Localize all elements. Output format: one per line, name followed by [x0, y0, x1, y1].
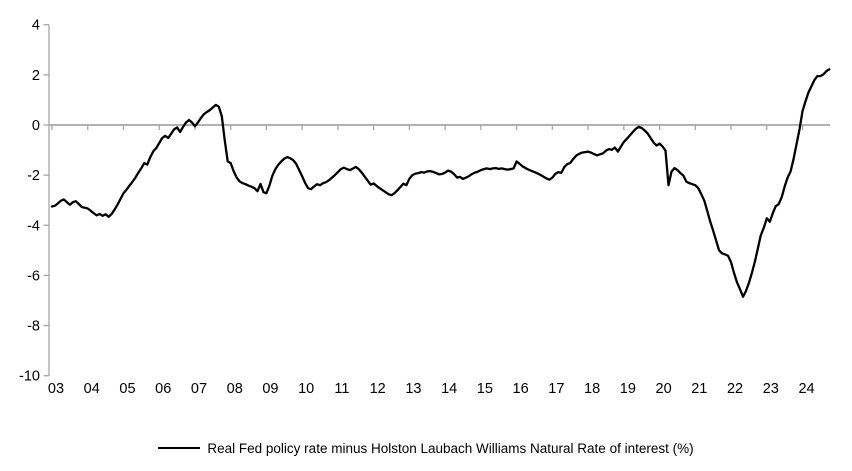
- x-axis-tick-label: 20: [656, 381, 672, 397]
- legend-label: Real Fed policy rate minus Holston Lauba…: [207, 440, 694, 456]
- x-axis-tick-label: 13: [405, 381, 421, 397]
- x-axis-tick-label: 24: [798, 381, 814, 397]
- x-axis-tick-label: 04: [84, 381, 100, 397]
- x-axis-tick-label: 07: [191, 381, 207, 397]
- y-axis-tick-label: 2: [32, 68, 40, 84]
- x-axis-tick-label: 08: [227, 381, 243, 397]
- y-axis-tick-label: 4: [32, 18, 40, 34]
- x-axis-tick-label: 23: [763, 381, 779, 397]
- x-axis-tick-label: 05: [119, 381, 135, 397]
- x-axis-tick-label: 06: [155, 381, 171, 397]
- x-axis-tick-label: 10: [298, 381, 314, 397]
- x-axis-tick-label: 09: [262, 381, 278, 397]
- y-axis-tick-label: -4: [27, 218, 40, 234]
- x-axis-tick-label: 14: [441, 381, 457, 397]
- x-axis-tick-label: 21: [691, 381, 707, 397]
- y-axis-tick-label: -10: [19, 369, 40, 385]
- x-axis-tick-label: 12: [370, 381, 386, 397]
- x-axis-tick-label: 18: [584, 381, 600, 397]
- x-axis-tick-label: 11: [334, 381, 349, 397]
- legend-line-swatch: [158, 447, 201, 449]
- y-axis-tick-label: -2: [27, 168, 40, 184]
- x-axis-tick-label: 19: [620, 381, 636, 397]
- x-axis-tick-label: 16: [513, 381, 529, 397]
- series-line: [50, 68, 831, 298]
- x-axis-tick-label: 03: [48, 381, 64, 397]
- y-axis-tick-label: -6: [27, 268, 40, 284]
- x-axis-tick-label: 22: [727, 381, 743, 397]
- legend: Real Fed policy rate minus Holston Lauba…: [0, 436, 852, 460]
- x-axis-tick-label: 15: [477, 381, 493, 397]
- x-axis-tick-label: 17: [548, 381, 564, 397]
- y-axis-tick-label: -8: [27, 319, 40, 335]
- y-axis-tick-label: 0: [32, 118, 40, 134]
